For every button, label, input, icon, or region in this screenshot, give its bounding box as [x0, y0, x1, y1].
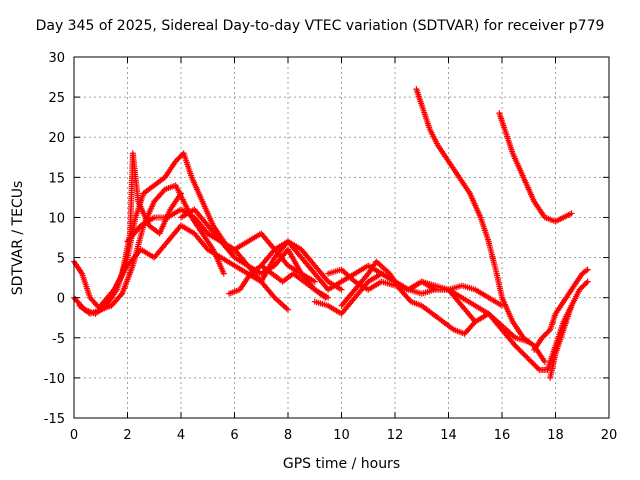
- data-point: [519, 349, 526, 356]
- x-tick-label: 16: [494, 428, 511, 443]
- data-point: [545, 328, 552, 335]
- x-tick-label: 2: [123, 428, 131, 443]
- x-tick-label: 20: [601, 428, 618, 443]
- y-tick-label: 25: [48, 91, 65, 106]
- data-point: [529, 360, 536, 367]
- data-point: [178, 190, 184, 197]
- data-point: [581, 281, 588, 288]
- data-point: [580, 282, 587, 289]
- data-point: [516, 346, 523, 353]
- data-point: [576, 286, 583, 293]
- y-tick-label: -15: [44, 412, 65, 427]
- grid: [74, 57, 609, 418]
- plot-area: [71, 86, 591, 381]
- data-point: [544, 329, 551, 336]
- y-tick-label: 20: [48, 131, 65, 146]
- y-tick-label: 30: [48, 51, 65, 66]
- data-point: [543, 330, 550, 337]
- y-tick-label: 15: [48, 171, 65, 186]
- data-point: [512, 342, 519, 349]
- series-arc-17: [547, 302, 575, 381]
- data-point: [220, 270, 227, 277]
- x-tick-label: 18: [547, 428, 564, 443]
- data-point: [528, 358, 535, 365]
- data-point: [172, 158, 179, 165]
- data-point: [540, 333, 547, 340]
- data-point: [173, 156, 180, 163]
- data-point: [531, 361, 538, 368]
- data-point: [568, 210, 575, 217]
- data-point: [285, 306, 291, 313]
- data-point: [579, 283, 586, 290]
- series-arc-14: [496, 110, 575, 225]
- x-tick-label: 6: [230, 428, 238, 443]
- series-arc-16: [531, 266, 591, 353]
- data-point: [472, 318, 479, 325]
- data-point: [584, 278, 591, 285]
- series-arc-12: [338, 258, 479, 337]
- data-point: [338, 286, 345, 293]
- data-point: [521, 352, 528, 359]
- data-point: [525, 356, 532, 363]
- y-tick-label: 5: [57, 252, 65, 267]
- data-point: [176, 154, 183, 161]
- x-tick-label: 0: [70, 428, 78, 443]
- data-point: [524, 354, 531, 361]
- y-tick-label: -10: [44, 372, 65, 387]
- data-point: [532, 362, 539, 369]
- data-point: [583, 279, 590, 286]
- data-point: [535, 365, 542, 372]
- series-arc-8: [226, 262, 329, 301]
- x-tick-label: 4: [177, 428, 185, 443]
- y-tick-label: 10: [48, 211, 65, 226]
- data-point: [311, 278, 318, 285]
- data-point: [513, 344, 520, 351]
- y-tick-label: 0: [57, 292, 65, 307]
- y-tick-label: -5: [52, 332, 65, 347]
- series-arc-13: [413, 86, 548, 365]
- data-point: [527, 357, 534, 364]
- x-tick-label: 10: [333, 428, 350, 443]
- ticks: 0 2 4 6 8 10 12 14 16 18 20 -15 -10 -5 0 5 10 15 20 25 30: [44, 51, 618, 443]
- series-arc-7: [204, 230, 345, 293]
- x-tick-label: 12: [387, 428, 404, 443]
- data-point: [520, 350, 527, 357]
- data-point: [517, 348, 524, 355]
- chart-title: Day 345 of 2025, Sidereal Day-to-day VTE…: [35, 18, 605, 34]
- x-tick-label: 8: [284, 428, 292, 443]
- data-point: [568, 302, 575, 309]
- data-point: [583, 267, 590, 274]
- data-point: [175, 155, 182, 162]
- x-axis-label: GPS time / hours: [282, 456, 401, 472]
- data-point: [533, 364, 540, 371]
- data-point: [523, 353, 530, 360]
- data-point: [322, 294, 329, 301]
- data-point: [178, 152, 184, 159]
- data-point: [577, 285, 584, 292]
- data-point: [541, 332, 548, 339]
- data-point: [471, 320, 478, 327]
- x-tick-label: 14: [440, 428, 457, 443]
- data-point: [515, 345, 522, 352]
- data-point: [117, 291, 124, 298]
- data-point: [539, 334, 546, 341]
- series-arc-11: [325, 266, 532, 345]
- data-point: [584, 266, 591, 273]
- data-point: [541, 358, 548, 365]
